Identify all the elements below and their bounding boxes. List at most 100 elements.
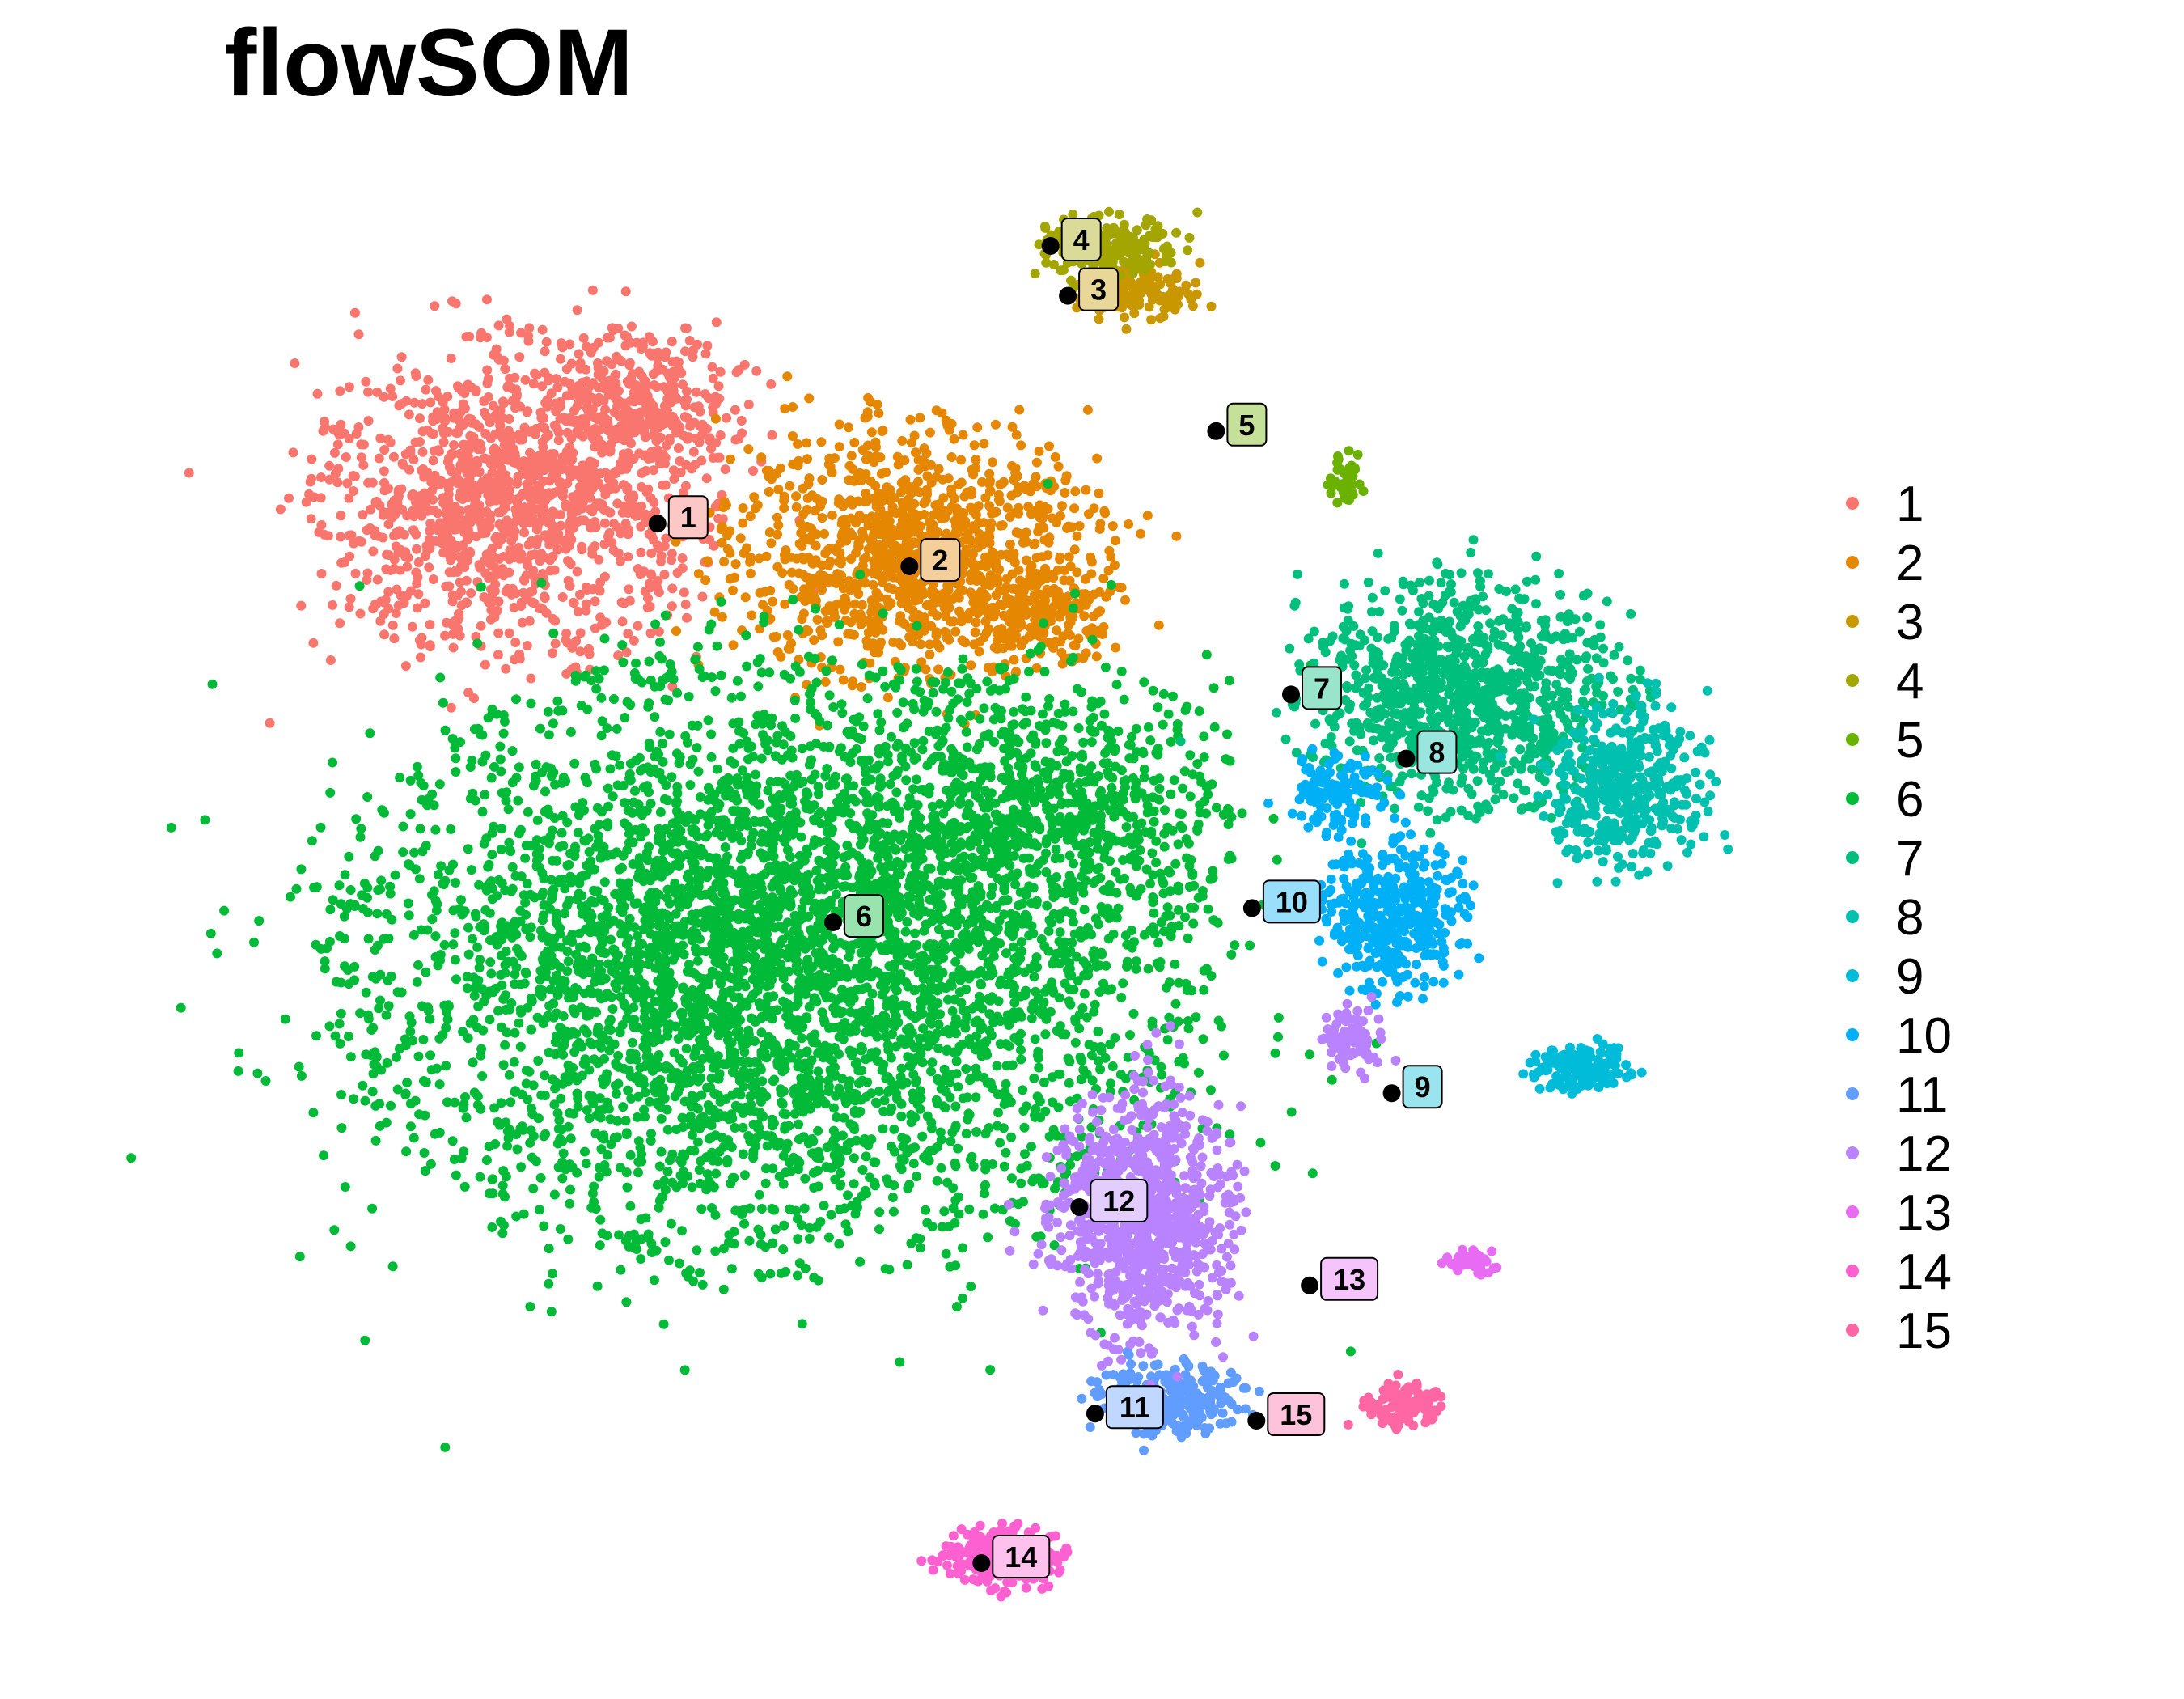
cluster-2-point — [887, 503, 898, 513]
cluster-1-point — [653, 361, 663, 371]
cluster-1-point — [418, 498, 428, 508]
cluster-2-point — [1060, 566, 1070, 575]
cluster-1-point — [493, 650, 503, 660]
cluster-1-point — [451, 299, 461, 309]
cluster-2-point — [949, 434, 959, 444]
cluster-1-point — [607, 387, 618, 396]
cluster-1-point — [316, 472, 326, 482]
cluster-2-point — [817, 475, 827, 485]
cluster-2-point — [985, 580, 996, 591]
cluster-2-point — [848, 676, 858, 687]
cluster-3-point — [1175, 286, 1185, 297]
cluster-1-point — [404, 409, 414, 420]
cluster-1-point — [517, 617, 527, 628]
cluster-1-point — [350, 568, 361, 578]
cluster-2-point — [1007, 569, 1018, 579]
cluster-1-point — [469, 693, 479, 704]
cluster-6-point — [345, 1052, 356, 1062]
cluster-6-point — [360, 1335, 370, 1345]
cluster-6-point — [797, 1319, 807, 1329]
cluster-2-point — [921, 600, 932, 611]
cluster-1-point — [527, 586, 538, 596]
cluster-2-point — [895, 611, 906, 621]
cluster-2-point — [1116, 583, 1127, 593]
cluster-4-point — [1099, 253, 1110, 264]
cluster-6-point — [401, 1146, 412, 1157]
cluster-6-point — [753, 681, 764, 692]
cluster-6-point — [761, 1163, 771, 1174]
cluster-1-point — [388, 451, 399, 462]
cluster-6-point — [441, 1061, 451, 1071]
cluster-1-point — [466, 588, 476, 599]
cluster-6-point — [674, 758, 684, 769]
cluster-1-point — [438, 536, 448, 545]
cluster-1-point — [430, 446, 440, 456]
cluster-1-point — [489, 612, 500, 622]
cluster-2-point — [1031, 457, 1042, 468]
cluster-6-point — [461, 1112, 472, 1123]
cluster-6-point — [1118, 978, 1128, 989]
cluster-6-point — [891, 787, 902, 798]
cluster-1-point — [407, 621, 417, 632]
cluster-2-point — [1011, 607, 1022, 616]
cluster-6-point — [902, 917, 912, 927]
cluster-1-point — [549, 565, 560, 575]
cluster-6-point — [712, 764, 722, 774]
cluster-2-point — [851, 518, 861, 528]
cluster-2-point — [1049, 601, 1060, 611]
cluster-1-point — [588, 342, 599, 353]
cluster-1-point — [553, 435, 564, 446]
cluster-2-point — [900, 592, 911, 603]
cluster-2-point — [853, 473, 862, 484]
cluster-1-point — [610, 483, 620, 494]
cluster-1-point — [379, 466, 389, 477]
cluster-6-point — [580, 1146, 590, 1157]
cluster-1-point — [335, 618, 345, 629]
cluster-2-point — [881, 467, 891, 477]
cluster-2-point — [788, 431, 798, 441]
cluster-2-point — [719, 557, 730, 567]
cluster-1-point — [428, 574, 438, 584]
cluster-1-point — [667, 337, 677, 347]
cluster-6-point — [319, 1150, 328, 1161]
cluster-1-point — [429, 505, 439, 515]
cluster-6-point — [855, 733, 865, 744]
cluster-6-point — [873, 853, 883, 863]
cluster-1-point — [748, 466, 758, 476]
cluster-2-point — [728, 585, 738, 595]
cluster-1-point — [634, 366, 645, 377]
cluster-2-point — [1040, 563, 1050, 574]
cluster-6-point — [526, 698, 536, 709]
cluster-1-point — [491, 495, 502, 506]
cluster-1-point — [448, 629, 458, 639]
cluster-1-point — [530, 429, 540, 439]
cluster-2-point — [962, 487, 972, 498]
cluster-2-point — [804, 393, 815, 404]
cluster-6-point — [1273, 1012, 1284, 1023]
cluster-1-point — [637, 468, 647, 478]
cluster-3-point — [1195, 257, 1205, 268]
cluster-6-point — [627, 1037, 637, 1048]
cluster-1-point — [646, 548, 657, 558]
cluster-6-point — [658, 1319, 669, 1329]
cluster-2-point — [861, 636, 872, 646]
cluster-1-point — [673, 443, 684, 453]
cluster-1-point — [425, 519, 436, 528]
cluster-2-point — [950, 626, 961, 637]
cluster-1-point — [619, 435, 629, 446]
cluster-1-point — [290, 358, 300, 368]
cluster-1-point — [643, 593, 653, 604]
cluster-2-point — [771, 468, 781, 479]
cluster-2-point — [796, 527, 806, 538]
cluster-2-point — [1000, 585, 1010, 595]
cluster-6-point — [1087, 634, 1098, 645]
cluster-2-point — [897, 576, 908, 587]
cluster-2-point — [802, 454, 812, 464]
cluster-2-point — [909, 538, 920, 549]
cluster-1-point — [575, 646, 586, 657]
cluster-6-point — [936, 1163, 946, 1173]
cluster-1-point — [561, 628, 572, 638]
cluster-3-point — [1191, 289, 1202, 299]
cluster-2-point — [866, 427, 877, 438]
cluster-1-point — [645, 408, 656, 417]
